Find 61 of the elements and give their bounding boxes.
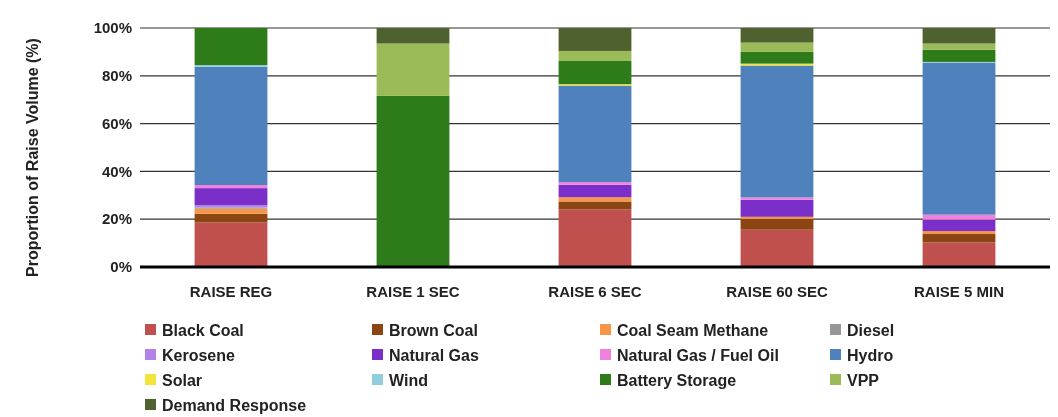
- y-tick-label: 100%: [93, 19, 132, 37]
- bar: [922, 43, 996, 50]
- bar: [194, 28, 268, 66]
- bar: [740, 216, 814, 219]
- legend-label: Diesel: [847, 321, 895, 339]
- y-axis-title: Proportion of Raise Volume (%): [24, 38, 41, 277]
- bar: [376, 28, 450, 44]
- bar: [376, 43, 450, 96]
- bar: [922, 49, 996, 62]
- bar: [922, 214, 996, 220]
- x-tick-label: RAISE 1 SEC: [366, 283, 460, 300]
- legend-label: Hydro: [847, 346, 894, 364]
- x-tick-label: RAISE 5 MIN: [913, 283, 1005, 300]
- bar: [194, 188, 268, 206]
- bar: [922, 28, 996, 44]
- bar: [740, 229, 814, 267]
- legend-label: Demand Response: [162, 396, 307, 414]
- bar: [740, 28, 814, 43]
- x-tick-label: RAISE REG: [189, 283, 273, 300]
- legend-label: Natural Gas / Fuel Oil: [617, 346, 779, 364]
- bar: [194, 66, 268, 186]
- y-tick-label: 60%: [101, 114, 132, 132]
- legend-label: VPP: [847, 371, 880, 389]
- bar: [558, 184, 632, 198]
- bar: [740, 199, 814, 217]
- legend-label: Kerosene: [162, 346, 236, 364]
- bar: [922, 242, 996, 267]
- bar: [740, 51, 814, 64]
- legend-label: Natural Gas: [389, 346, 479, 364]
- bar: [922, 234, 996, 243]
- legend-label: Black Coal: [162, 321, 244, 339]
- x-tick-label: RAISE 60 SEC: [726, 283, 829, 300]
- bar: [740, 218, 814, 230]
- bar: [740, 65, 814, 198]
- legend-label: Coal Seam Methane: [617, 321, 769, 339]
- bar: [740, 197, 814, 200]
- bar: [922, 219, 996, 232]
- bar: [922, 231, 996, 235]
- bar: [558, 85, 632, 183]
- bar: [194, 222, 268, 267]
- y-tick-label: 20%: [101, 210, 132, 228]
- legend-label: Wind: [389, 371, 428, 389]
- x-tick-label: RAISE 6 SEC: [548, 283, 642, 300]
- bar: [558, 197, 632, 202]
- legend-label: Brown Coal: [389, 321, 478, 339]
- bar: [922, 62, 996, 215]
- bar: [194, 213, 268, 223]
- bar: [558, 60, 632, 85]
- bar: [194, 208, 268, 214]
- bar: [558, 28, 632, 51]
- y-tick-label: 0%: [110, 258, 132, 276]
- bar: [376, 95, 450, 267]
- bar: [194, 185, 268, 189]
- bar: [740, 42, 814, 52]
- y-tick-label: 40%: [101, 162, 132, 180]
- y-tick-label: 80%: [101, 67, 132, 85]
- bar: [558, 50, 632, 61]
- bar: [558, 209, 632, 267]
- legend-label: Battery Storage: [617, 371, 737, 389]
- bar: [558, 182, 632, 185]
- legend-label: Solar: [162, 371, 203, 389]
